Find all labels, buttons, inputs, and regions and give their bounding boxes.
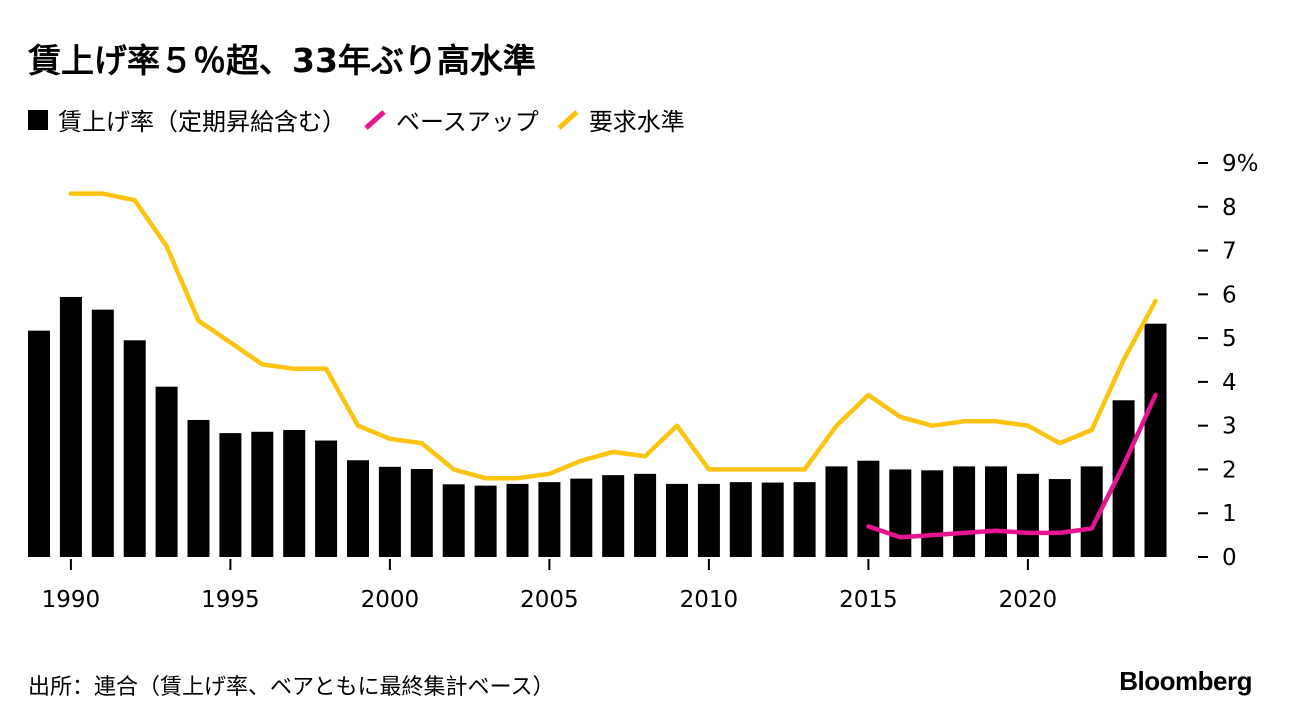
bar-2005 [538, 482, 561, 557]
bar-2017 [921, 470, 944, 557]
bar-1991 [91, 309, 114, 557]
y-tick-label-6: 6 [1222, 282, 1237, 308]
x-tick-label-2020: 2020 [999, 587, 1058, 613]
y-tick-label-9: 9% [1222, 151, 1259, 177]
bar-2002 [442, 484, 465, 557]
bar-1992 [123, 340, 146, 557]
bar-2020 [1016, 473, 1039, 557]
x-tick-label-2000: 2000 [361, 587, 420, 613]
bloomberg-logo: Bloomberg [1119, 666, 1252, 696]
legend-item-demand: 要求水準 [555, 102, 685, 137]
legend-label-demand: 要求水準 [588, 108, 685, 136]
y-tick-label-8: 8 [1222, 195, 1237, 221]
y-tick-label-5: 5 [1222, 326, 1237, 352]
x-tick-label-2010: 2010 [680, 587, 739, 613]
legend-swatch-base [364, 109, 386, 130]
bar-1989 [28, 330, 50, 557]
bar-1994 [187, 419, 210, 557]
legend-label-wage: 賃上げ率（定期昇給含む） [58, 108, 346, 136]
bar-2021 [1048, 479, 1071, 557]
bar-2016 [889, 469, 912, 557]
legend-swatch-wage [28, 109, 48, 130]
bar-2011 [729, 482, 752, 557]
bar-2007 [602, 475, 625, 557]
bar-1995 [219, 433, 242, 557]
y-tick-label-0: 0 [1222, 545, 1237, 571]
bar-1999 [347, 460, 369, 557]
bar-1997 [283, 430, 306, 557]
bar-1993 [155, 386, 178, 557]
bar-2003 [474, 485, 497, 557]
bar-2012 [761, 482, 784, 557]
x-tick-label-2015: 2015 [839, 587, 898, 613]
bar-2010 [697, 483, 720, 557]
y-tick-label-4: 4 [1222, 370, 1237, 396]
bar-2019 [985, 466, 1007, 557]
bar-2014 [825, 466, 848, 557]
bar-2023 [1112, 400, 1135, 557]
bar-2004 [506, 483, 529, 557]
legend: 賃上げ率（定期昇給含む） ベースアップ 要求水準 [28, 102, 701, 137]
x-tick-label-1990: 1990 [42, 587, 101, 613]
bar-2013 [793, 482, 816, 557]
chart-title: 賃上げ率５％超、33年ぶり高水準 [28, 41, 536, 80]
legend-swatch-demand [557, 109, 579, 130]
bar-1996 [251, 431, 274, 557]
demand-line [68, 191, 1158, 481]
legend-item-wage: 賃上げ率（定期昇給含む） [28, 102, 346, 137]
bar-1990 [59, 296, 82, 557]
bar-1998 [315, 440, 338, 557]
bar-2001 [410, 469, 433, 557]
bar-2000 [378, 466, 401, 557]
x-tick-label-2005: 2005 [520, 587, 579, 613]
bar-2018 [953, 466, 976, 557]
x-tick-label-1995: 1995 [201, 587, 260, 613]
legend-item-base: ベースアップ [362, 102, 539, 137]
legend-label-base: ベースアップ [396, 108, 539, 136]
bar-2022 [1080, 466, 1103, 557]
bar-2009 [666, 483, 688, 557]
y-tick-label-2: 2 [1222, 457, 1237, 483]
y-tick-label-1: 1 [1222, 501, 1237, 527]
bar-2024 [1144, 323, 1167, 557]
y-tick-label-7: 7 [1222, 239, 1237, 265]
base-up-line [866, 392, 1158, 540]
bar-2006 [570, 478, 593, 557]
bar-2015 [857, 460, 880, 557]
source-note: 出所：連合（賃上げ率、ベアともに最終集計ベース） [28, 675, 555, 700]
bar-2008 [634, 473, 657, 557]
y-tick-label-3: 3 [1222, 414, 1237, 440]
